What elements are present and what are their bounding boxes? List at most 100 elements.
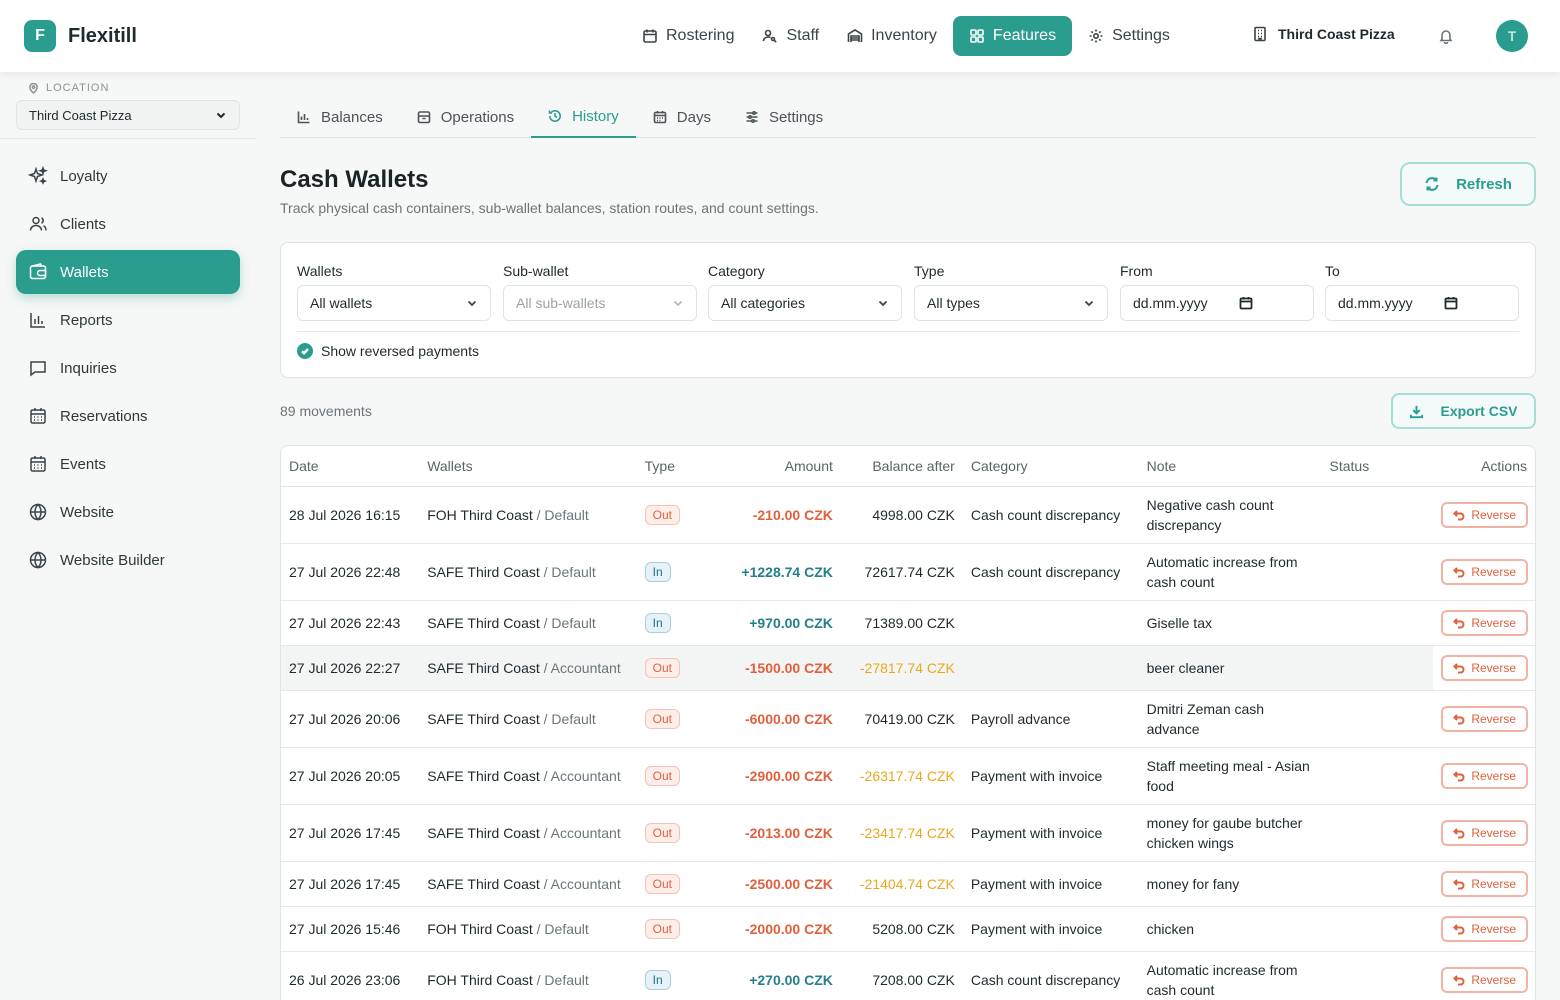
tab-balances[interactable]: Balances (280, 96, 400, 138)
history-icon (548, 109, 562, 122)
sidebar-item-website-builder[interactable]: Website Builder (16, 538, 240, 582)
reverse-label: Reverse (1471, 921, 1516, 936)
refresh-label: Refresh (1456, 175, 1512, 193)
date-placeholder: dd.mm.yyyy (1338, 295, 1413, 311)
location-select[interactable]: Third Coast Pizza (16, 100, 240, 130)
brand-name: Flexitill (68, 24, 137, 47)
reverse-button[interactable]: Reverse (1441, 705, 1528, 732)
topnav-label: Settings (1112, 27, 1170, 44)
show-reversed-toggle[interactable]: Show reversed payments (297, 343, 479, 359)
reverse-button[interactable]: Reverse (1441, 762, 1528, 789)
reverse-button[interactable]: Reverse (1441, 558, 1528, 585)
tab-label: Balances (321, 108, 383, 126)
wallet-name: SAFE Third Coast (427, 875, 540, 892)
cell-category: Cash count discrepancy (962, 951, 1139, 1000)
cell-note: chicken (1138, 906, 1322, 952)
cell-type: Out (636, 747, 718, 805)
topnav-inventory[interactable]: Inventory (835, 16, 949, 56)
reverse-button[interactable]: Reverse (1441, 654, 1528, 681)
chevron-down-icon (216, 112, 226, 119)
tab-days[interactable]: Days (636, 96, 728, 138)
select-value: All sub-wallets (516, 295, 606, 311)
col-amount: Amount (717, 446, 841, 487)
cell-note: Staff meeting meal - Asian food (1138, 747, 1322, 805)
cell-status (1321, 804, 1434, 862)
col-wallets: Wallets (419, 446, 637, 487)
sidebar-item-reports[interactable]: Reports (16, 298, 240, 342)
map-pin-icon (29, 82, 38, 94)
reverse-button[interactable]: Reverse (1441, 870, 1528, 897)
notifications-button[interactable] (1438, 28, 1454, 45)
chevron-down-icon (878, 300, 888, 307)
show-reversed-checkbox[interactable] (297, 343, 313, 359)
type-badge: In (644, 562, 671, 582)
category-select[interactable]: All categories (708, 285, 902, 321)
sidebar-item-wallets[interactable]: Wallets (16, 250, 240, 294)
table-row: 27 Jul 2026 20:06 SAFE Third Coast / Defa… (281, 690, 1535, 748)
cell-balance: 5208.00 CZK (840, 906, 963, 952)
sidebar-item-website[interactable]: Website (16, 490, 240, 534)
topnav-label: Inventory (871, 27, 937, 44)
cell-wallet: SAFE Third Coast / Accountant (419, 645, 637, 691)
cell-actions: Reverse (1433, 951, 1535, 1000)
cell-wallet: SAFE Third Coast / Default (419, 543, 637, 601)
topnav-settings[interactable]: Settings (1076, 16, 1182, 56)
download-icon (1410, 405, 1424, 418)
export-csv-button[interactable]: Export CSV (1391, 393, 1536, 429)
reverse-button[interactable]: Reverse (1441, 915, 1528, 942)
wallet-name: FOH Third Coast (427, 506, 533, 523)
cell-category: Cash count discrepancy (962, 486, 1139, 544)
cell-balance: 70419.00 CZK (840, 690, 963, 748)
cell-note: Automatic increase from cash count (1138, 543, 1322, 601)
page-title: Cash Wallets (280, 166, 429, 193)
col-actions: Actions (1433, 446, 1535, 487)
avatar[interactable]: T (1496, 20, 1528, 52)
sliders-icon (746, 110, 758, 124)
sparkles-icon (28, 166, 48, 185)
reverse-button[interactable]: Reverse (1441, 819, 1528, 846)
calendar-icon[interactable] (1239, 296, 1253, 310)
refresh-button[interactable]: Refresh (1400, 162, 1536, 206)
reverse-button[interactable]: Reverse (1441, 609, 1528, 636)
to-date-input[interactable]: dd.mm.yyyy (1325, 285, 1519, 321)
undo-icon (1453, 662, 1465, 673)
sidebar-item-loyalty[interactable]: Loyalty (16, 154, 240, 198)
brand[interactable]: F Flexitill (24, 20, 137, 52)
subwallet-select[interactable]: All sub-wallets (503, 285, 697, 321)
cell-type: Out (636, 804, 718, 862)
table-row: 27 Jul 2026 17:45 SAFE Third Coast / Acco… (281, 804, 1535, 862)
tab-history[interactable]: History (531, 96, 636, 138)
filter-wallets: Wallets All wallets (297, 263, 491, 321)
cell-amount: -6000.00 CZK (717, 690, 841, 748)
tab-operations[interactable]: Operations (400, 96, 531, 138)
sidebar-item-inquiries[interactable]: Inquiries (16, 346, 240, 390)
calendar-grid-icon (30, 408, 46, 424)
reverse-label: Reverse (1471, 768, 1516, 783)
type-select[interactable]: All types (914, 285, 1108, 321)
export-label: Export CSV (1440, 403, 1518, 419)
undo-icon (1453, 878, 1465, 889)
tab-settings[interactable]: Settings (728, 96, 840, 138)
reverse-button[interactable]: Reverse (1441, 501, 1528, 528)
reverse-label: Reverse (1471, 876, 1516, 891)
topnav-rostering[interactable]: Rostering (630, 16, 746, 56)
col-note: Note (1138, 446, 1322, 487)
undo-icon (1453, 566, 1465, 577)
topnav-features[interactable]: Features (952, 16, 1073, 56)
sidebar-item-reservations[interactable]: Reservations (16, 394, 240, 438)
location-switcher[interactable]: Third Coast Pizza (1252, 26, 1395, 42)
cell-balance: -23417.74 CZK (840, 804, 963, 862)
from-date-input[interactable]: dd.mm.yyyy (1120, 285, 1314, 321)
sidebar-item-clients[interactable]: Clients (16, 202, 240, 246)
calendar-icon[interactable] (1444, 296, 1458, 310)
cell-category (962, 600, 1139, 646)
sidebar-item-events[interactable]: Events (16, 442, 240, 486)
reverse-button[interactable]: Reverse (1441, 966, 1528, 993)
wallet-name: SAFE Third Coast (427, 710, 540, 727)
topnav-staff[interactable]: Staff (750, 16, 831, 56)
filter-type: Type All types (914, 263, 1108, 321)
cell-status (1321, 690, 1434, 748)
undo-icon (1453, 617, 1465, 628)
wallets-select[interactable]: All wallets (297, 285, 491, 321)
calendar-icon (643, 29, 657, 43)
